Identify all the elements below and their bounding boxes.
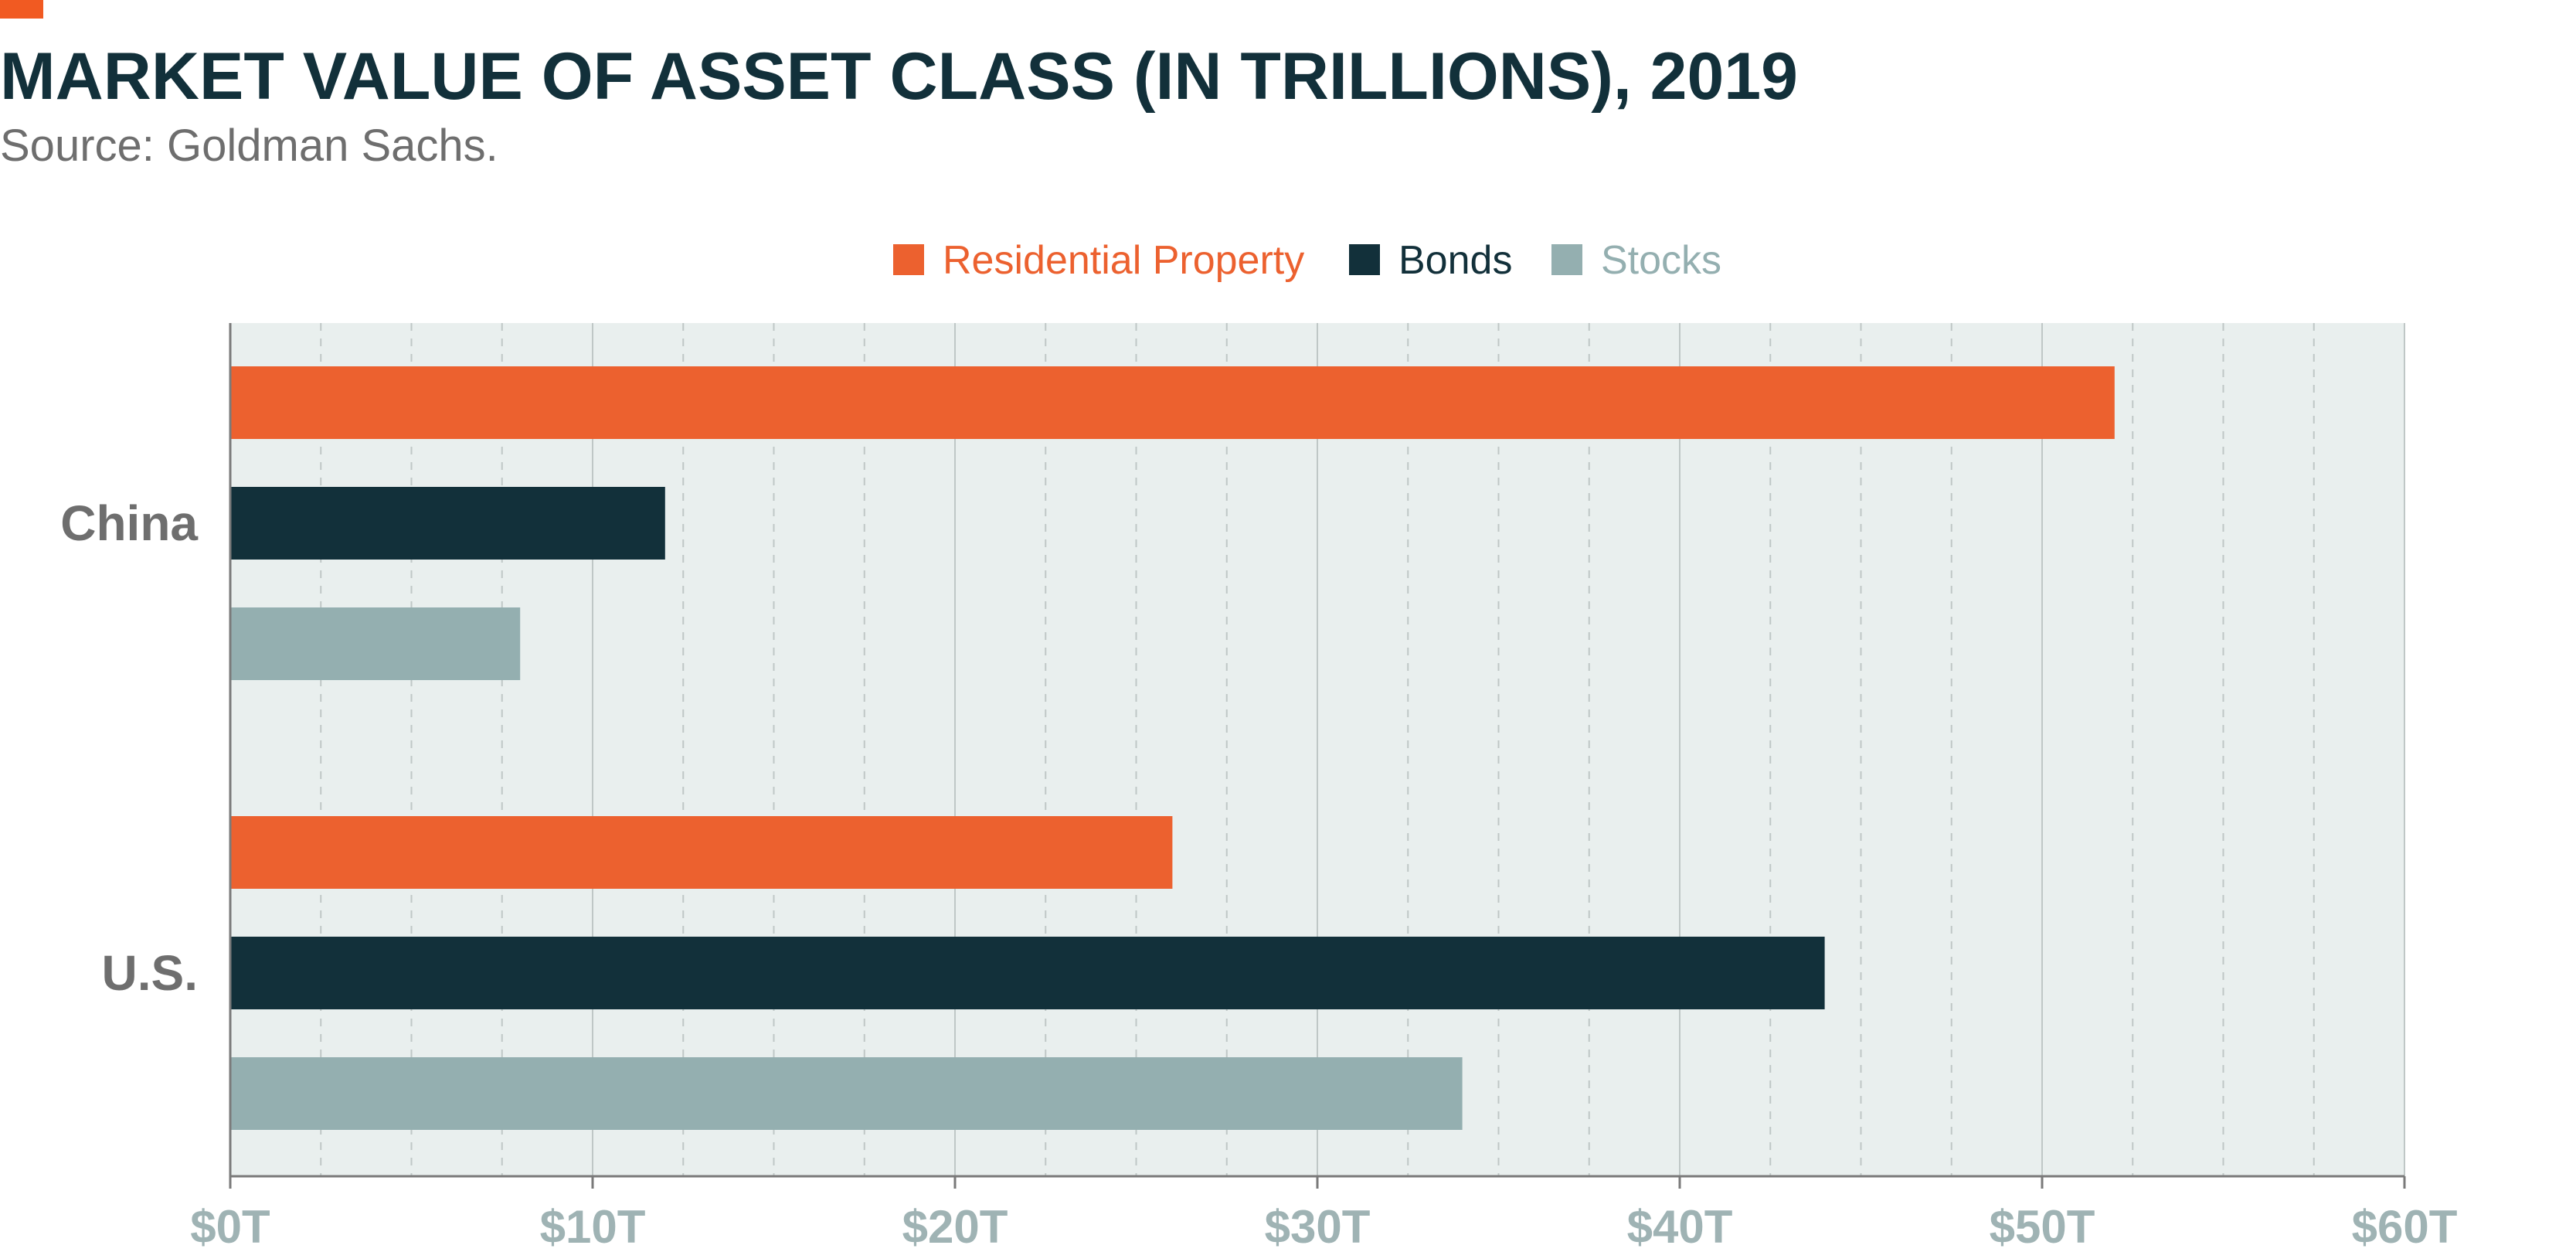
x-axis: $0T $10T $20T $30T $40T $50T $60T [190, 323, 2457, 1252]
category-label: China [60, 495, 198, 551]
tick-label: $30T [1265, 1201, 1371, 1252]
chart-subtitle: Source: Goldman Sachs. [0, 121, 498, 171]
tick-label: $50T [1990, 1201, 2095, 1252]
tick-label: $10T [540, 1201, 646, 1252]
legend-swatch [1551, 244, 1582, 275]
bar-china-stocks [230, 607, 521, 680]
bar-china-residential-property [230, 366, 2115, 439]
chart-legend: Residential Property Bonds Stocks [893, 238, 1721, 283]
bar-china-bonds [230, 487, 665, 560]
tick-label: $60T [2352, 1201, 2458, 1252]
tick-label: $0T [190, 1201, 270, 1252]
tick-label: $20T [902, 1201, 1008, 1252]
legend-label: Bonds [1398, 238, 1512, 283]
legend-swatch [1349, 244, 1380, 275]
legend-swatch [893, 244, 924, 275]
accent-bar [0, 0, 43, 19]
grid-lines [320, 323, 2405, 1176]
bar-u-s-stocks [230, 1057, 1463, 1130]
category-label: U.S. [102, 945, 198, 1001]
bars [230, 366, 2115, 1130]
bar-u-s-bonds [230, 937, 1825, 1009]
legend-label: Stocks [1601, 238, 1721, 283]
chart-title: MARKET VALUE OF ASSET CLASS (IN TRILLION… [0, 39, 1798, 114]
category-labels: China U.S. [60, 495, 198, 1001]
legend-label: Residential Property [943, 238, 1304, 283]
bar-u-s-residential-property [230, 816, 1173, 889]
tick-label: $40T [1627, 1201, 1733, 1252]
